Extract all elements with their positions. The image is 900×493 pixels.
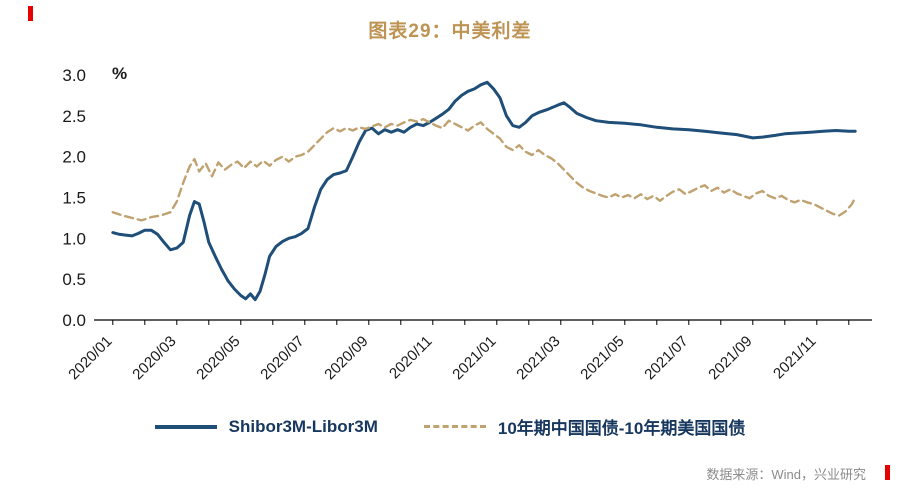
- y-axis-tick-label: 0.5: [62, 270, 86, 289]
- y-axis-tick-label: 2.5: [62, 107, 86, 126]
- series-line-1: [111, 117, 857, 222]
- legend-item-treasury-spread: 10年期中国国债-10年期美国国债: [423, 414, 746, 439]
- y-axis-tick-label: 0.0: [62, 311, 86, 330]
- legend-item-shibor: Shibor3M-Libor3M: [154, 416, 378, 437]
- y-axis-tick-label: 2.0: [62, 148, 86, 167]
- y-axis-tick-label: 3.0: [62, 66, 86, 85]
- x-axis-tick-label: 2020/01: [65, 333, 115, 383]
- legend-label-treasury-spread: 10年期中国国债-10年期美国国债: [497, 419, 746, 438]
- data-source-note: 数据来源：Wind，兴业研究: [706, 467, 866, 482]
- red-accent-mark-top: [28, 6, 33, 21]
- legend-dashed-line-icon: [423, 425, 486, 428]
- x-axis-tick-label: 2021/05: [577, 333, 627, 383]
- legend: Shibor3M-Libor3M 10年期中国国债-10年期美国国债: [0, 414, 900, 439]
- x-axis-tick-label: 2020/11: [386, 333, 436, 383]
- x-axis-tick-label: 2020/09: [321, 333, 371, 383]
- x-axis-tick-label: 2021/07: [641, 333, 691, 383]
- x-axis-tick-label: 2020/03: [129, 333, 179, 383]
- x-axis-tick-label: 2021/01: [449, 333, 499, 383]
- y-axis-tick-label: 1.0: [62, 229, 86, 248]
- x-axis-tick-label: 2021/03: [513, 333, 563, 383]
- x-axis-tick-label: 2021/11: [770, 333, 820, 383]
- x-axis-tick-label: 2021/09: [705, 333, 755, 383]
- red-accent-mark-bottom: [885, 465, 890, 480]
- x-axis-tick-label: 2020/05: [193, 333, 243, 383]
- legend-label-shibor: Shibor3M-Libor3M: [228, 416, 378, 436]
- x-axis-tick-label: 2020/07: [257, 333, 307, 383]
- legend-solid-line-icon: [154, 424, 217, 429]
- series-line-0: [111, 80, 857, 302]
- y-axis-tick-label: 1.5: [62, 189, 86, 208]
- y-axis-unit-label: %: [112, 64, 127, 83]
- chart-title: 图表29：中美利差: [368, 21, 532, 42]
